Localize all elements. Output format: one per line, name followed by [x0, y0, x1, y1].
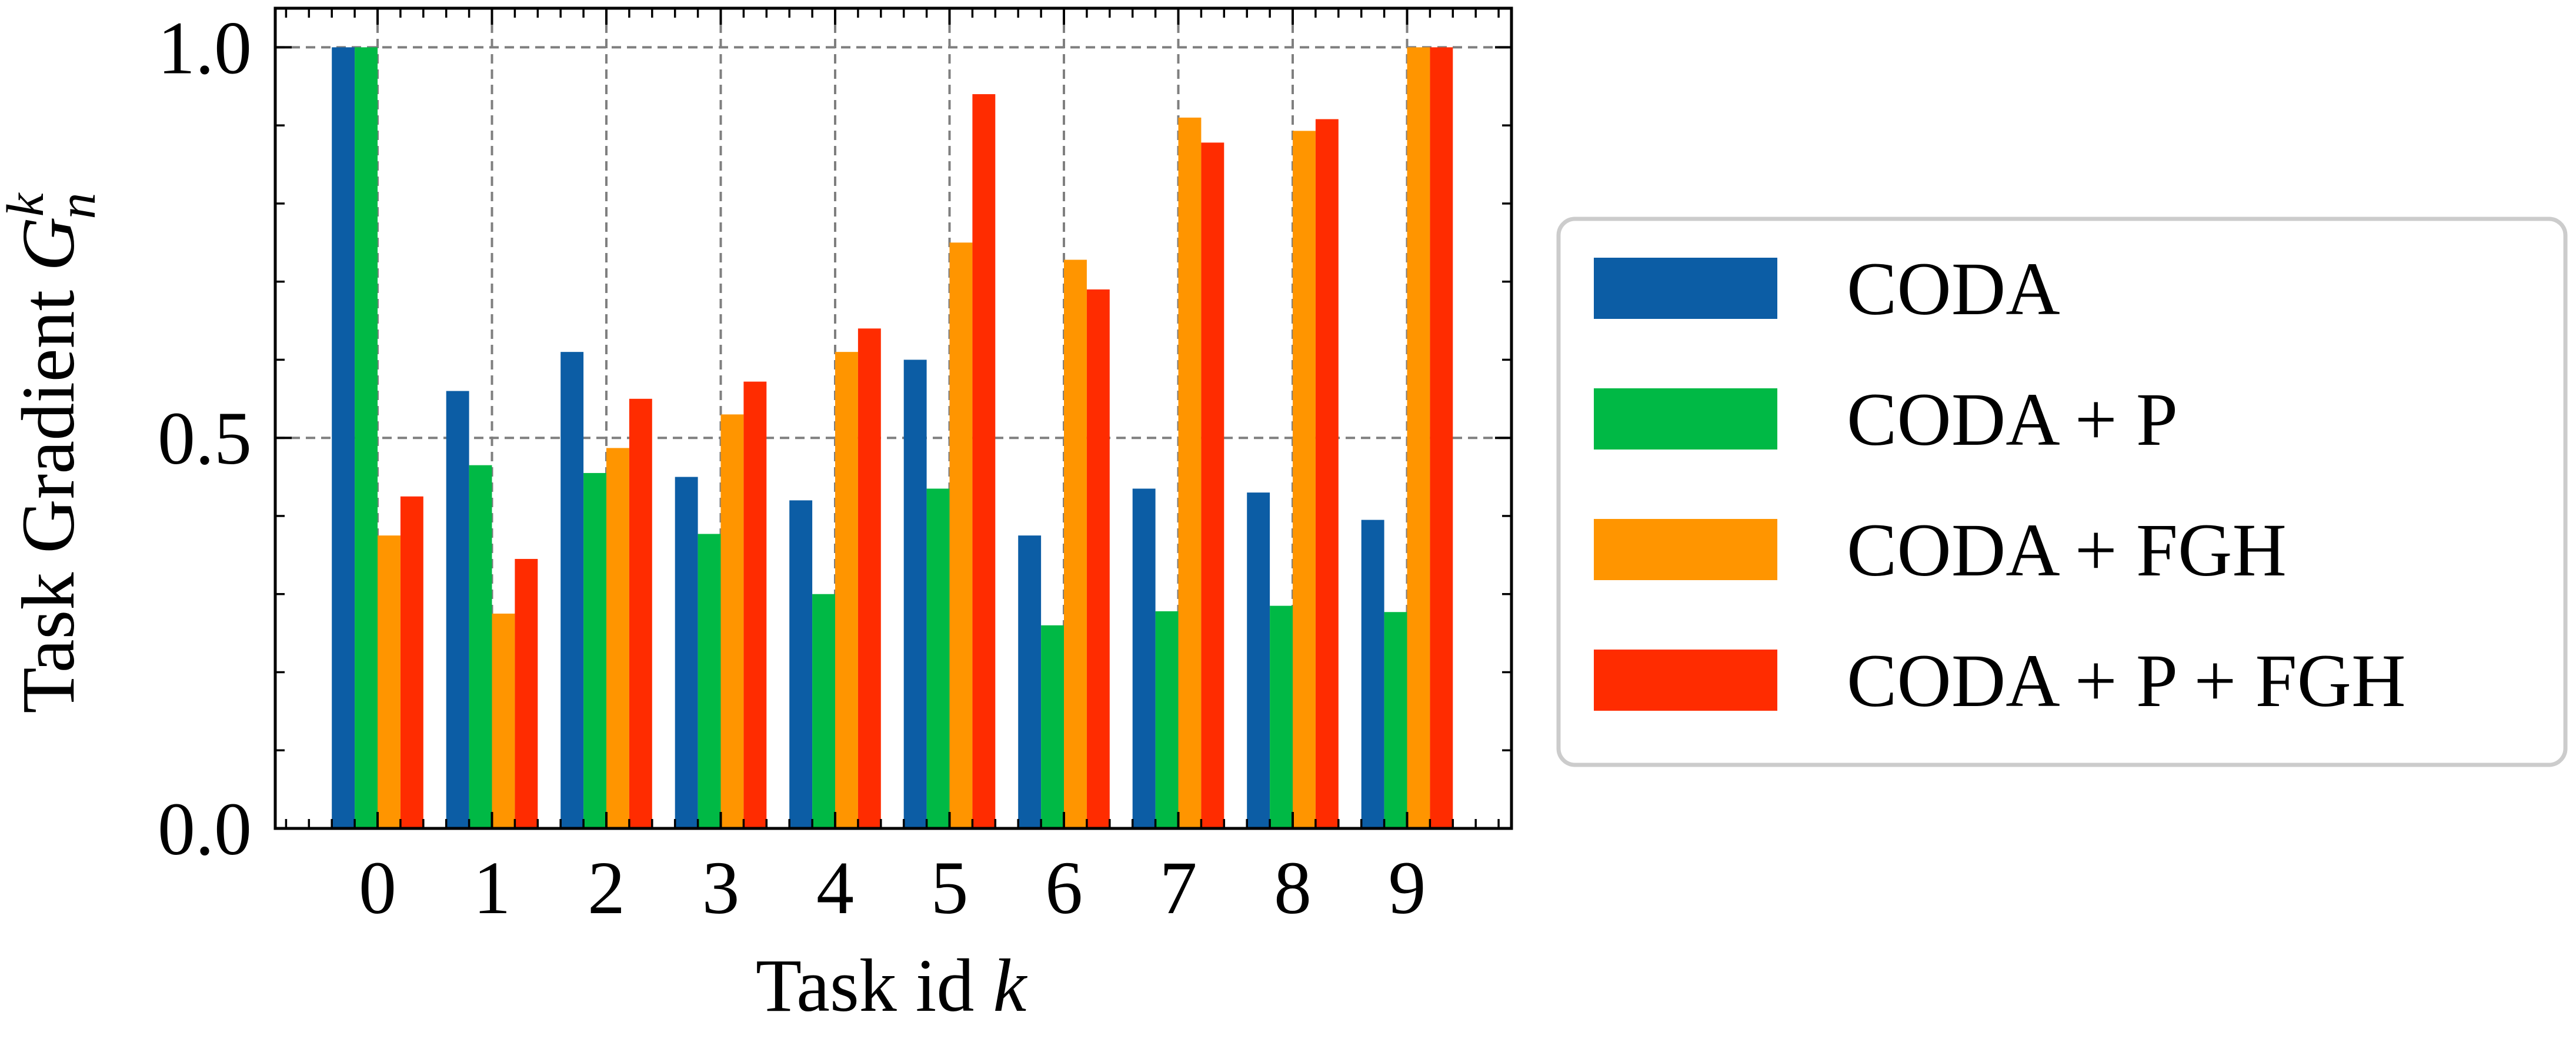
bar	[1018, 535, 1042, 828]
bar	[857, 328, 881, 828]
bar	[1155, 611, 1179, 828]
y-axis-label: Task Gradient Gkn	[0, 192, 106, 713]
bar	[949, 242, 973, 828]
bar	[835, 352, 858, 828]
bar	[332, 47, 355, 828]
bar	[560, 352, 584, 828]
bar	[926, 488, 950, 828]
bar	[698, 534, 721, 828]
legend-label: CODA + P + FGH	[1847, 639, 2406, 723]
legend-box	[1556, 217, 2568, 767]
legend-label: CODA + P	[1847, 378, 2178, 461]
bar	[812, 594, 835, 828]
legend-swatch	[1594, 519, 1777, 580]
x-tick-label: 6	[1045, 846, 1083, 930]
bar	[1086, 289, 1110, 828]
bar	[1384, 612, 1407, 828]
bar	[583, 472, 606, 828]
bar	[1430, 47, 1453, 828]
bar	[492, 613, 515, 828]
bar	[400, 496, 423, 828]
y-tick-label: 0.0	[158, 787, 252, 871]
bar	[720, 414, 744, 828]
legend: CODA CODA + P CODA + FGH CODA + P + FGH	[1556, 217, 2568, 767]
bar	[1361, 520, 1384, 828]
bar	[446, 391, 469, 828]
bar	[606, 448, 629, 828]
y-tick-label: 1.0	[158, 6, 252, 89]
legend-label: CODA + FGH	[1847, 508, 2287, 592]
bar	[972, 94, 996, 829]
x-tick-label: 2	[588, 846, 625, 930]
x-tick-label: 5	[931, 846, 969, 930]
bar	[1270, 605, 1293, 828]
bar	[675, 477, 698, 828]
legend-swatch	[1594, 650, 1777, 711]
bar	[1064, 259, 1087, 828]
tick-labels: 0 1 2 3 4 5 6 7 8 9 0.0 0.5 1.0	[158, 6, 1426, 930]
bar	[515, 558, 538, 828]
bar	[1041, 625, 1064, 828]
y-tick-label: 0.5	[158, 397, 252, 480]
x-tick-label: 1	[473, 846, 511, 930]
bar	[355, 47, 378, 828]
bar	[789, 500, 813, 828]
bar	[1293, 131, 1316, 829]
bar	[1315, 119, 1339, 828]
bar	[743, 381, 767, 828]
x-axis-label: Task id k	[756, 944, 1027, 1027]
bar	[378, 535, 401, 828]
x-tick-label: 4	[816, 846, 854, 930]
bar	[629, 398, 652, 828]
plot-frame	[273, 6, 1513, 830]
bar	[1132, 488, 1156, 828]
bar	[903, 359, 927, 828]
x-tick-label: 8	[1274, 846, 1312, 930]
bar	[469, 465, 492, 828]
legend-swatch	[1594, 258, 1777, 319]
bar	[1247, 492, 1270, 828]
x-tick-label: 7	[1160, 846, 1197, 930]
legend-label: CODA	[1847, 247, 2060, 331]
bar	[1178, 117, 1202, 828]
bars	[332, 47, 1453, 829]
legend-swatch	[1594, 388, 1777, 450]
bar	[1407, 47, 1430, 828]
x-tick-label: 9	[1389, 846, 1426, 930]
bar	[1201, 142, 1224, 829]
x-tick-label: 3	[702, 846, 740, 930]
x-tick-label: 0	[359, 846, 396, 930]
